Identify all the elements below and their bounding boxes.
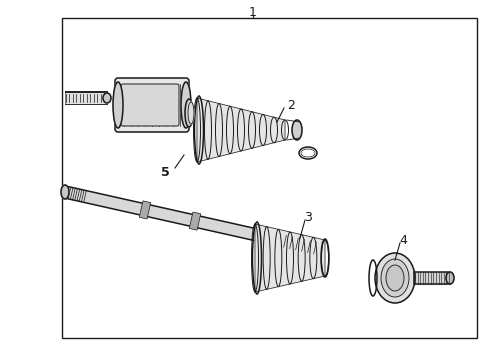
- Text: 2: 2: [287, 99, 295, 112]
- Polygon shape: [197, 98, 285, 162]
- Ellipse shape: [188, 102, 194, 124]
- Text: 3: 3: [304, 211, 312, 224]
- Ellipse shape: [61, 185, 69, 199]
- Ellipse shape: [375, 253, 415, 303]
- Ellipse shape: [103, 93, 111, 103]
- Ellipse shape: [381, 259, 409, 297]
- Bar: [414, 272, 450, 284]
- Ellipse shape: [181, 82, 191, 128]
- Ellipse shape: [386, 265, 404, 291]
- Ellipse shape: [113, 82, 123, 128]
- Bar: [62, 18, 477, 338]
- Ellipse shape: [292, 120, 302, 140]
- Polygon shape: [255, 224, 325, 292]
- Ellipse shape: [185, 99, 193, 127]
- Text: 4: 4: [399, 234, 407, 247]
- FancyBboxPatch shape: [115, 78, 189, 132]
- Polygon shape: [189, 212, 201, 230]
- Text: 5: 5: [161, 166, 170, 179]
- Text: 1: 1: [249, 5, 257, 18]
- Bar: [414, 272, 450, 284]
- FancyBboxPatch shape: [121, 84, 179, 126]
- Polygon shape: [64, 186, 317, 254]
- Polygon shape: [139, 201, 151, 219]
- Ellipse shape: [446, 272, 454, 284]
